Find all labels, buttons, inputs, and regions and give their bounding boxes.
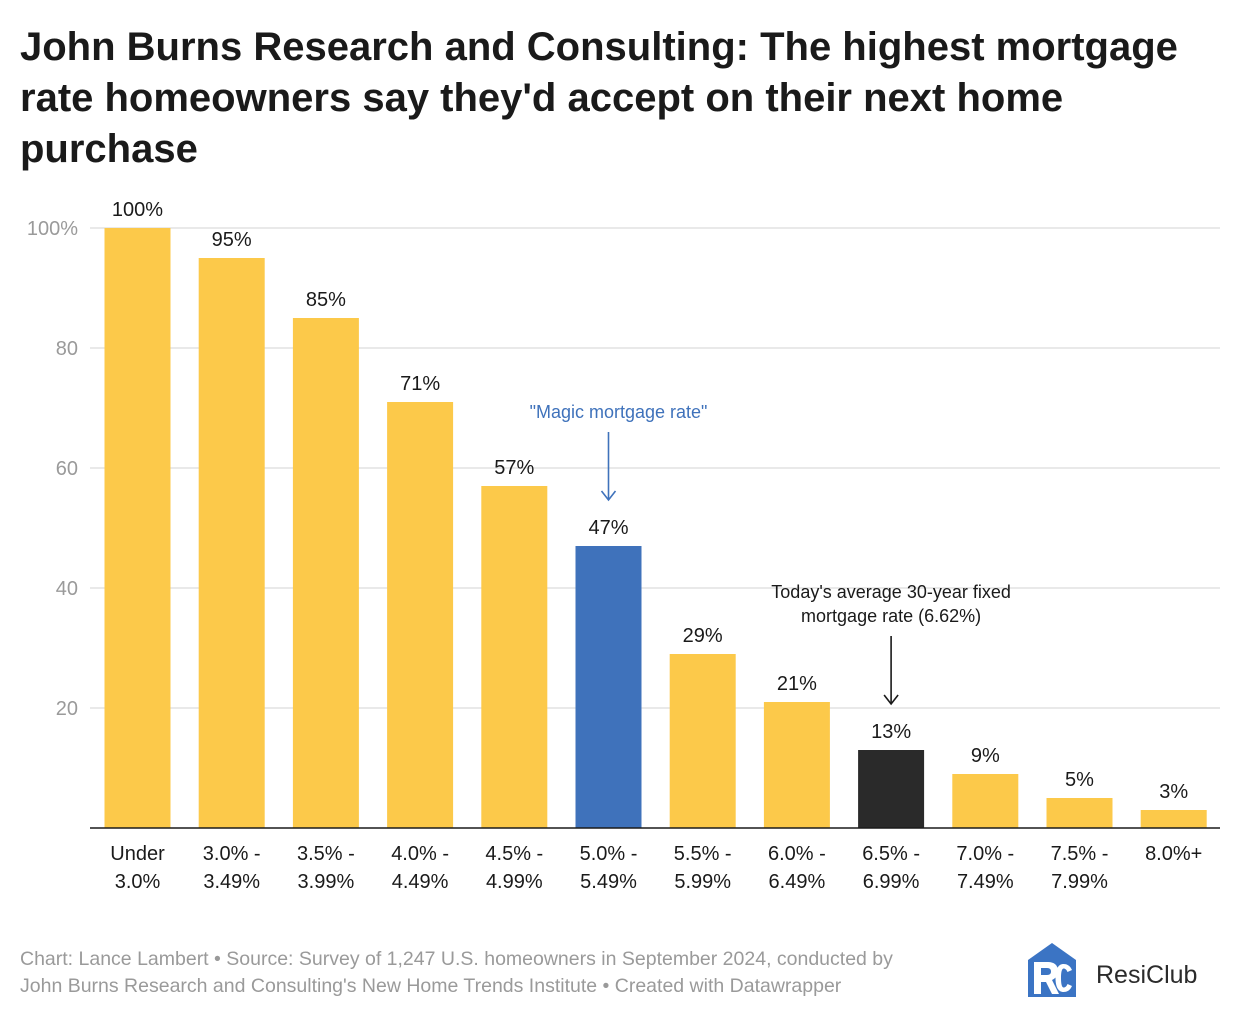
bar: [1140, 810, 1207, 828]
data-label: 71%: [400, 373, 440, 395]
x-tick-label: 3.49%: [203, 871, 260, 893]
bar: [858, 750, 925, 828]
data-label: 85%: [306, 289, 346, 311]
gridlines: [90, 227, 1220, 709]
data-label: 13%: [871, 721, 911, 743]
bar: [763, 702, 830, 828]
chart-title: John Burns Research and Consulting: The …: [20, 25, 1178, 171]
x-tick-label: 7.0% -: [956, 843, 1014, 865]
annotation-arrowhead: [600, 490, 617, 502]
x-tick-label: 5.99%: [674, 871, 731, 893]
x-tick-label: 6.5% -: [862, 843, 920, 865]
value-labels: 100% 95% 85% 71% 57% 47% 29% 21% 13% 9% 5% 3%: [112, 199, 1188, 803]
x-tick-label: 6.99%: [863, 871, 920, 893]
x-tick-label: 7.49%: [957, 871, 1014, 893]
y-tick-label: 40: [56, 578, 78, 600]
current-rate-annotation: Today's average 30-year fixed: [771, 582, 1011, 602]
bars: [104, 228, 1207, 828]
bar: [952, 774, 1019, 828]
x-tick-label: Under: [110, 843, 165, 865]
bar: [1046, 798, 1113, 828]
resiclub-logo-text: ResiClub: [1096, 961, 1198, 989]
chart-footer: Chart: Lance Lambert • Source: Survey of…: [20, 946, 1010, 1000]
bar: [198, 258, 265, 828]
x-tick-label: 6.0% -: [768, 843, 826, 865]
x-tick-label: 4.5% -: [485, 843, 543, 865]
x-tick-label: 6.49%: [769, 871, 826, 893]
y-axis: 20 40 60 80 100%: [27, 218, 78, 720]
y-tick-label: 100%: [27, 218, 78, 240]
x-tick-label: 3.0%: [115, 871, 161, 893]
bar: [292, 318, 359, 828]
annotations: "Magic mortgage rate" Today's average 30-…: [530, 402, 1011, 706]
data-label: 21%: [777, 673, 817, 695]
x-tick-label: 7.5% -: [1051, 843, 1109, 865]
x-tick-label: 5.0% -: [580, 843, 638, 865]
x-tick-label: 7.99%: [1051, 871, 1108, 893]
current-rate-annotation: mortgage rate (6.62%): [801, 606, 981, 626]
resiclub-logo-icon: [1028, 943, 1076, 997]
bar: [481, 486, 548, 828]
data-label: 95%: [212, 229, 252, 251]
data-label: 47%: [588, 517, 628, 539]
x-tick-label: 8.0%+: [1145, 843, 1202, 865]
magic-rate-annotation: "Magic mortgage rate": [530, 402, 708, 422]
x-tick-label: 4.0% -: [391, 843, 449, 865]
data-label: 5%: [1065, 769, 1094, 791]
bar: [669, 654, 736, 828]
x-tick-label: 4.49%: [392, 871, 449, 893]
x-tick-label: 3.99%: [298, 871, 355, 893]
x-tick-label: 5.49%: [580, 871, 637, 893]
footer-source-line: John Burns Research and Consulting's New…: [20, 975, 842, 997]
resiclub-logo: ResiClub: [1022, 940, 1222, 1000]
y-tick-label: 80: [56, 338, 78, 360]
x-tick-label: 3.0% -: [203, 843, 261, 865]
x-tick-label: 3.5% -: [297, 843, 355, 865]
data-label: 9%: [971, 745, 1000, 767]
footer-credit-line: Chart: Lance Lambert • Source: Survey of…: [20, 948, 893, 970]
y-tick-label: 60: [56, 458, 78, 480]
x-tick-label: 5.5% -: [674, 843, 732, 865]
bar: [575, 546, 642, 828]
data-label: 3%: [1159, 781, 1188, 803]
annotation-arrowhead: [883, 694, 899, 706]
bar-chart: 20 40 60 80 100% 100% 95% 85% 71% 57% 47% 29% 21% 13…: [27, 199, 1220, 893]
bar: [104, 228, 171, 828]
data-label: 29%: [683, 625, 723, 647]
bar: [387, 402, 454, 828]
y-tick-label: 20: [56, 698, 78, 720]
data-label: 57%: [494, 457, 534, 479]
data-label: 100%: [112, 199, 163, 221]
x-tick-label: 4.99%: [486, 871, 543, 893]
x-axis: Under 3.0% 3.0% - 3.49% 3.5% - 3.99% 4.0% - 4.4…: [110, 843, 1202, 893]
